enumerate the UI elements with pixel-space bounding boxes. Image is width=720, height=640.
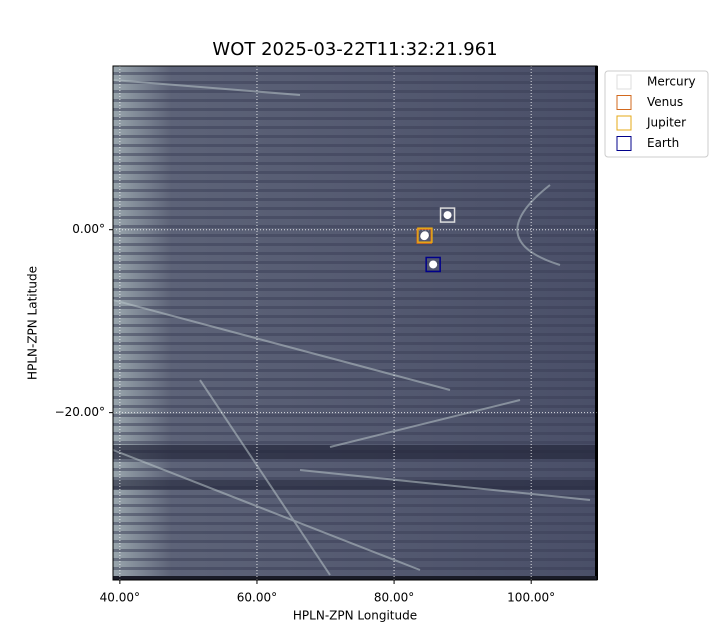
x-tick-label: 80.00°	[374, 591, 414, 605]
legend-label: Venus	[647, 95, 683, 109]
x-tick-label: 40.00°	[100, 591, 140, 605]
planet-marker	[417, 227, 433, 243]
x-tick-label: 100.00°	[507, 591, 555, 605]
planet-glow	[420, 231, 429, 240]
chart-title: WOT 2025-03-22T11:32:21.961	[212, 39, 497, 60]
y-tick-label: −20.00°	[55, 405, 105, 419]
planet-marker	[439, 207, 456, 223]
legend-swatch	[616, 74, 632, 90]
sky-image	[112, 66, 598, 580]
legend-label: Mercury	[647, 75, 696, 89]
legend-label: Jupiter	[646, 116, 686, 130]
markers	[416, 207, 456, 273]
y-tick-label: 0.00°	[72, 222, 105, 236]
x-axis-label: HPLN-ZPN Longitude	[293, 609, 417, 623]
legend-entries: Mercury Venus Jupiter Earth	[616, 74, 696, 151]
legend-swatch	[616, 136, 632, 151]
planet-marker	[425, 256, 441, 273]
y-axis-label: HPLN-ZPN Latitude	[26, 266, 40, 380]
legend	[604, 70, 709, 158]
planet-glow	[429, 260, 438, 269]
legend-swatch	[616, 115, 632, 131]
planet-glow	[443, 211, 452, 220]
legend-label: Earth	[647, 136, 679, 150]
legend-swatch	[616, 95, 632, 110]
plot-frame	[112, 65, 598, 581]
x-tick-label: 60.00°	[237, 591, 277, 605]
